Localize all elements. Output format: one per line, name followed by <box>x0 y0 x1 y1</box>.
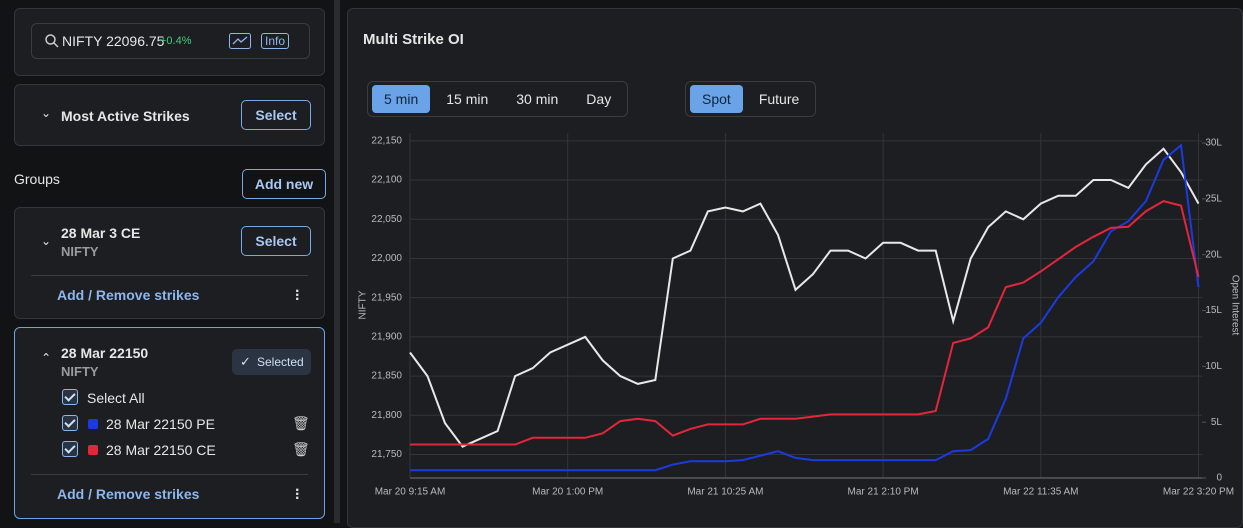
y-tick-label: 21,950 <box>371 292 402 303</box>
y-tick-label: 22,000 <box>371 253 402 264</box>
search-box[interactable]: NIFTY 22096.75 +0.4% Info <box>31 23 310 59</box>
menu[interactable]: · · · <box>295 482 301 507</box>
y2-tick-label: 25L <box>1205 194 1222 205</box>
selected-badge: ✓ Selected <box>232 349 311 375</box>
change: +0.4% <box>160 35 192 47</box>
search-icon <box>45 34 59 48</box>
color-swatch <box>88 445 98 455</box>
y2-tick-label: 10L <box>1205 361 1222 372</box>
interval-tabs: 5 min 15 min 30 min Day <box>367 81 629 117</box>
group-card-selected: ⌄ 28 Mar 22150 NIFTY ✓ Selected Select A… <box>14 327 325 519</box>
divider <box>31 275 308 276</box>
groups-label: Groups <box>14 171 60 187</box>
y2-tick-label: 30L <box>1205 138 1222 149</box>
y2-tick-label: 0 <box>1216 473 1222 484</box>
group-subtitle: NIFTY <box>61 244 99 259</box>
select-all: Select All <box>87 390 145 406</box>
checkbox[interactable] <box>62 441 78 457</box>
x-tick-label: Mar 21 2:10 PM <box>848 487 919 498</box>
y-tick-label: 21,900 <box>371 332 402 343</box>
y2-tick-label: 5L <box>1211 417 1223 428</box>
tab[interactable]: Spot <box>690 85 743 113</box>
tab[interactable]: 15 min <box>446 91 489 107</box>
y-tick-label: 21,800 <box>371 410 402 421</box>
chart-icon[interactable] <box>229 33 251 49</box>
x-tick-label: Mar 22 11:35 AM <box>1003 487 1078 498</box>
add-remove-link[interactable]: Add / Remove strikes <box>57 287 200 303</box>
y-axis-label: NIFTY <box>358 290 369 319</box>
y-tick-label: 22,150 <box>371 135 402 146</box>
tab[interactable]: Day <box>586 91 612 107</box>
y-tick-label: 21,850 <box>371 371 402 382</box>
group-title: 28 Mar 22150 <box>61 345 149 361</box>
selected-status: Selected <box>257 355 304 369</box>
menu[interactable]: · · · <box>295 283 301 308</box>
most-active-card: ⌄ Most Active Strikes Select <box>14 84 325 146</box>
y2-tick-label: 20L <box>1205 249 1222 260</box>
chevron[interactable]: ⌄ <box>41 106 52 120</box>
group-card: ⌄ 28 Mar 3 CE NIFTY Select Add / Remove … <box>14 207 325 319</box>
tab[interactable]: 5 min <box>372 85 431 113</box>
add-new-button[interactable]: Add new <box>242 169 326 199</box>
search-text: NIFTY 22096.75 <box>62 33 165 49</box>
x-tick-label: Mar 20 9:15 AM <box>375 487 446 498</box>
y-tick-label: 21,750 <box>371 449 402 460</box>
x-tick-label: Mar 20 1:00 PM <box>532 487 603 498</box>
chart: NIFTY Open Interest 21,750 21,800 21,850 21… <box>358 133 1240 498</box>
series-line <box>410 200 1200 446</box>
chevron[interactable]: ⌄ <box>41 350 52 364</box>
y-tick-label: 22,050 <box>371 214 402 225</box>
y2-tick-label: 15L <box>1205 305 1222 316</box>
search-card: NIFTY 22096.75 +0.4% Info <box>14 8 325 76</box>
chevron[interactable]: ⌄ <box>41 234 52 248</box>
check: ✓ <box>240 354 251 369</box>
series-line <box>410 143 1200 472</box>
x-tick-label: Mar 22 3:20 PM <box>1163 487 1234 498</box>
divider <box>31 474 308 475</box>
delete-icon[interactable]: 🗑 <box>292 441 310 457</box>
checkbox[interactable] <box>62 415 78 431</box>
strike-label: 28 Mar 22150 CE <box>106 442 216 458</box>
tab[interactable]: Future <box>758 91 800 107</box>
add-remove-link[interactable]: Add / Remove strikes <box>57 486 200 502</box>
mode-tabs: Spot Future <box>685 81 817 117</box>
y-tick-label: 22,100 <box>371 175 402 186</box>
group-title: 28 Mar 3 CE <box>61 225 141 241</box>
select-button[interactable]: Select <box>241 226 311 256</box>
select-button[interactable]: Select <box>241 100 311 130</box>
tab[interactable]: 30 min <box>516 91 559 107</box>
strike-label: 28 Mar 22150 PE <box>106 416 215 432</box>
series-line <box>409 147 1200 448</box>
y2-axis-label: Open Interest <box>1229 275 1240 336</box>
splitter[interactable] <box>334 0 340 523</box>
most-active-title: Most Active Strikes <box>61 108 190 124</box>
delete-icon[interactable]: 🗑 <box>292 415 310 431</box>
group-subtitle: NIFTY <box>61 364 99 379</box>
chart-title: Multi Strike OI <box>363 31 464 48</box>
checkbox[interactable] <box>62 389 78 405</box>
x-tick-label: Mar 21 10:25 AM <box>687 487 763 498</box>
color-swatch <box>88 419 98 429</box>
info-button[interactable]: Info <box>261 33 290 49</box>
